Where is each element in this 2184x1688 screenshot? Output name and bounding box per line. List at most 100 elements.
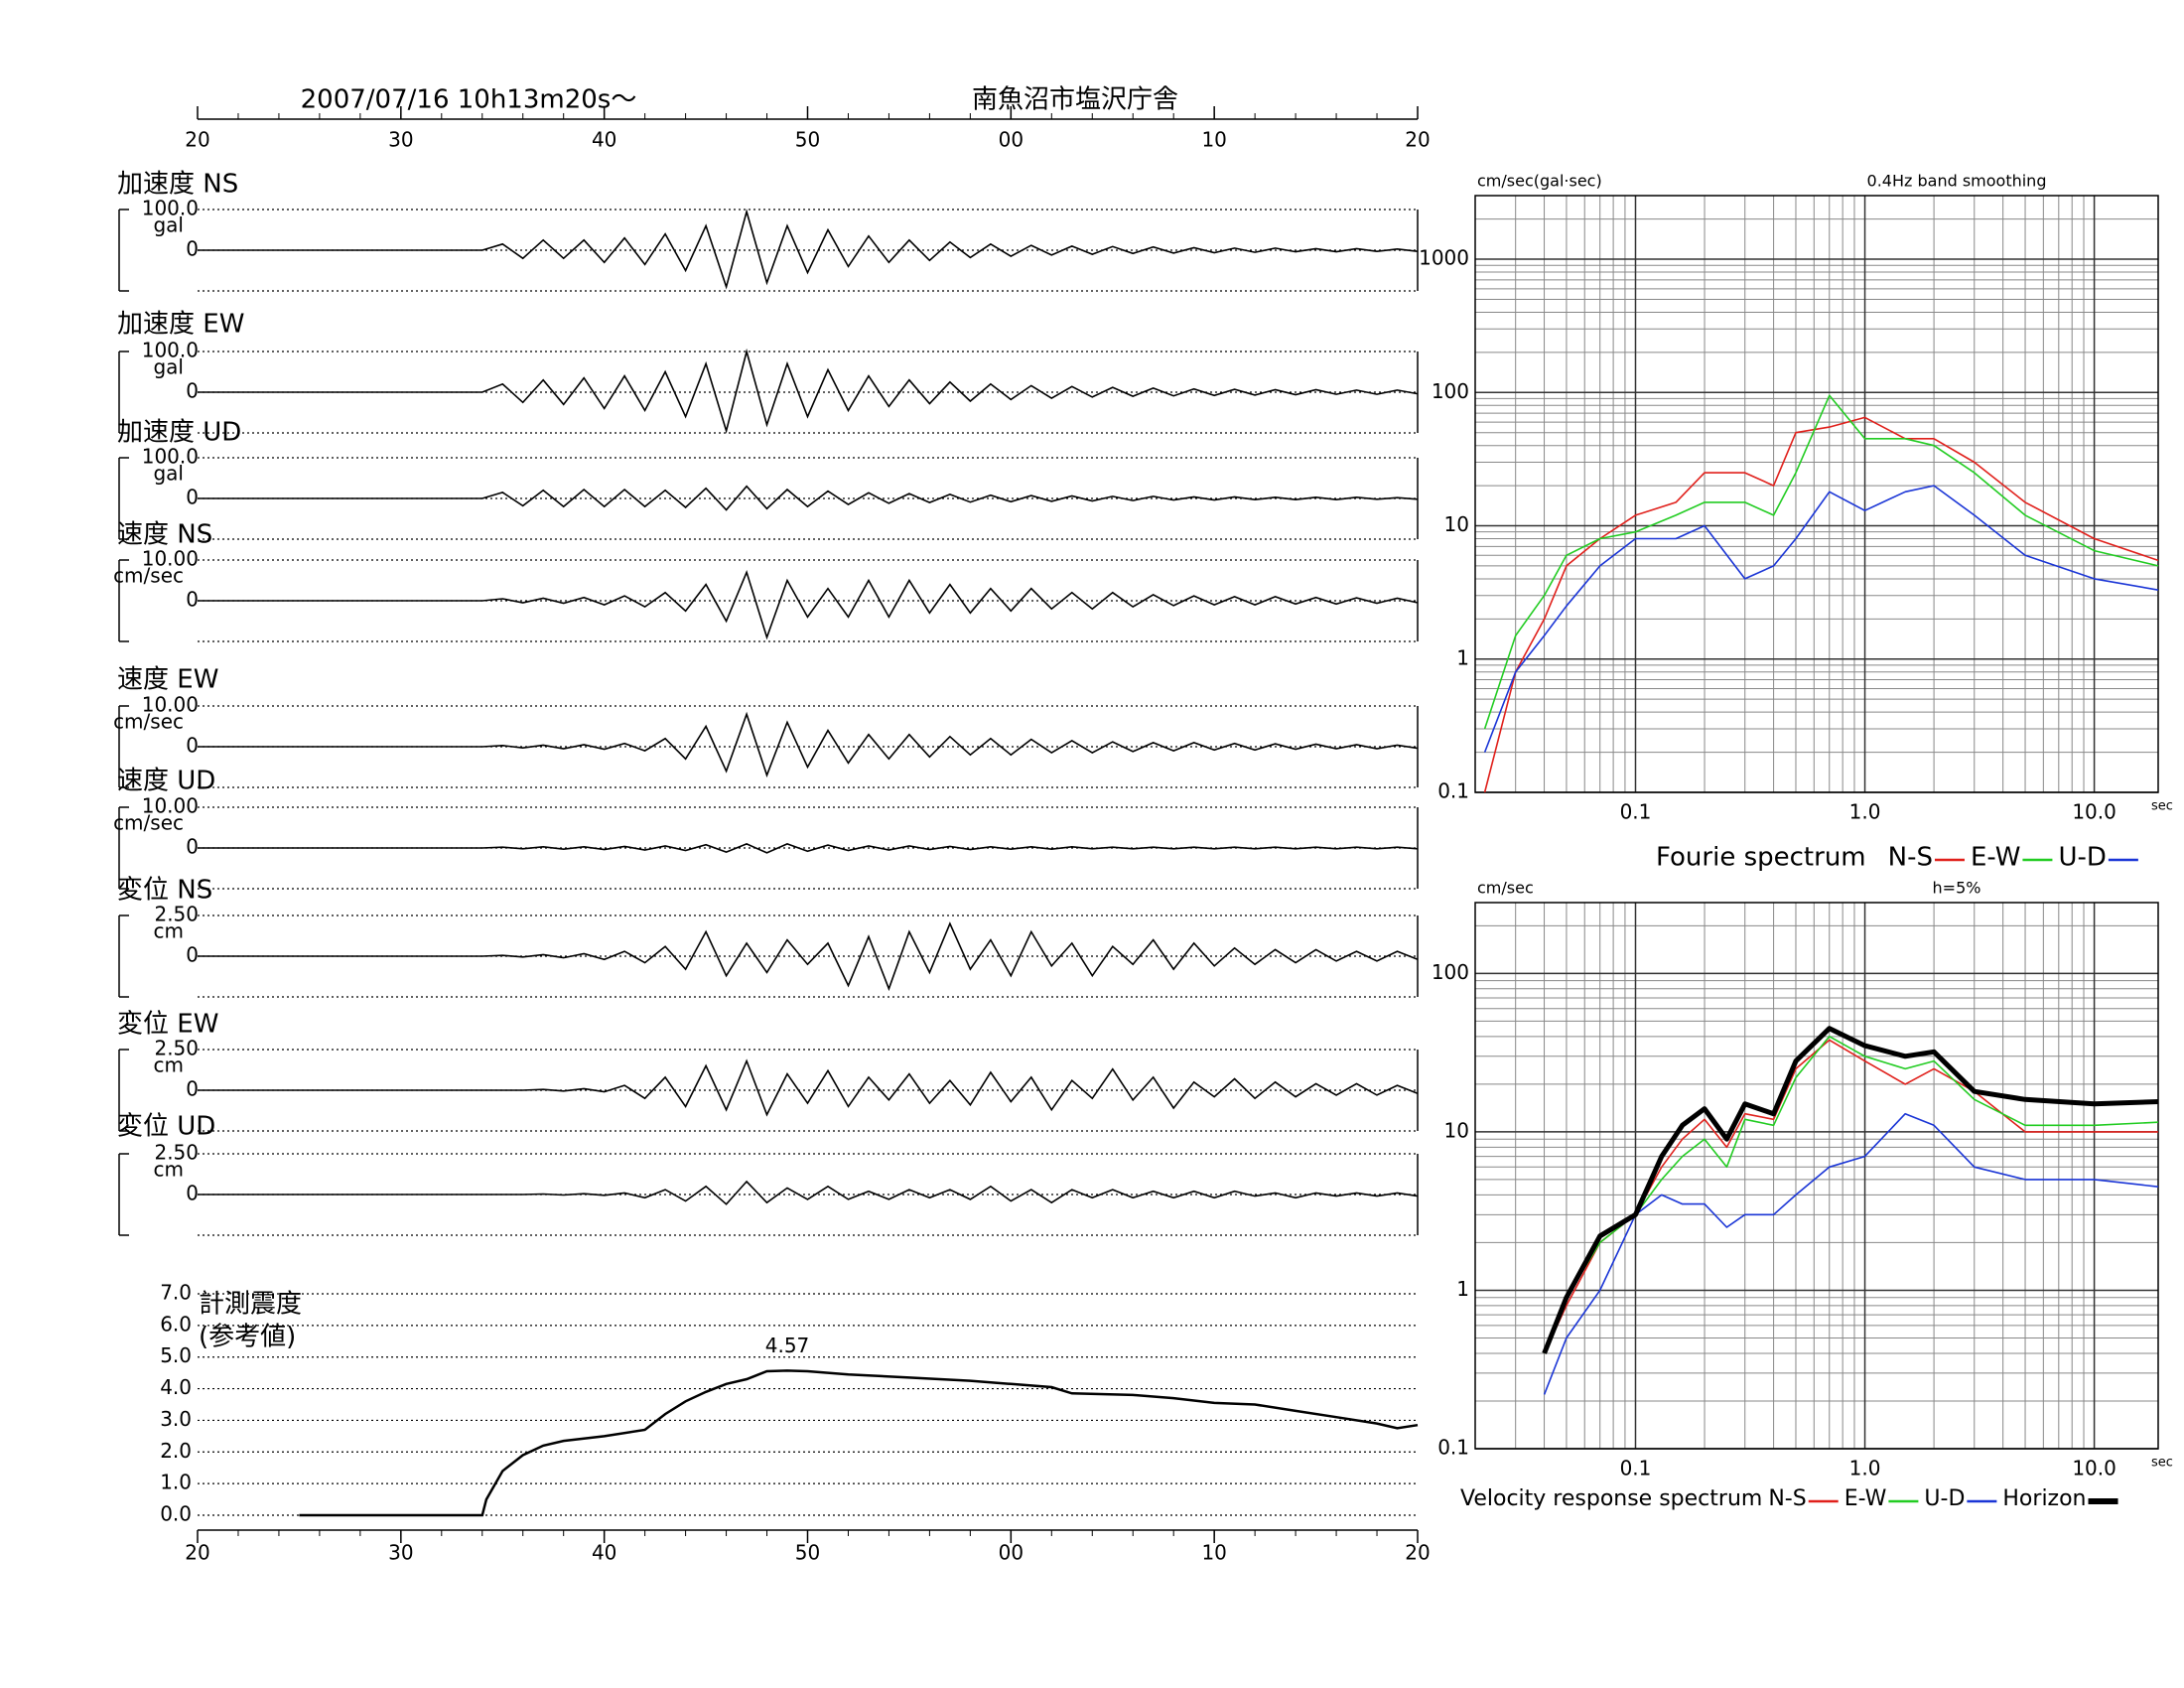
y-tick-label: 1.0 bbox=[160, 1471, 192, 1494]
y-axis-label: cm/sec(gal·sec) bbox=[1477, 172, 1602, 191]
x-tick-label: 10.0 bbox=[2072, 800, 2116, 824]
x-tick-label: 50 bbox=[795, 1541, 820, 1565]
x-tick-label: 20 bbox=[185, 128, 209, 152]
legend-entry: N-S bbox=[1768, 1486, 1806, 1511]
unit-label: gal bbox=[153, 462, 184, 486]
x-tick-label: 20 bbox=[1405, 128, 1430, 152]
y-tick-label: 2.50 bbox=[154, 903, 199, 926]
waveform bbox=[198, 485, 1419, 511]
y-tick-label: 10.00 bbox=[142, 794, 199, 818]
y-tick-label: 100 bbox=[1432, 379, 1469, 403]
y-axis-label: cm/sec bbox=[1477, 879, 1534, 898]
y-tick-label: 0 bbox=[186, 734, 199, 758]
x-tick-label: 0.1 bbox=[1620, 1457, 1652, 1480]
x-tick-label: 0.1 bbox=[1620, 800, 1652, 824]
panel-label: 速度 UD bbox=[117, 767, 215, 796]
y-tick-label: 0 bbox=[186, 379, 199, 403]
unit-label: cm/sec bbox=[113, 710, 184, 734]
unit-label: cm bbox=[154, 1054, 184, 1077]
y-tick-label: 0 bbox=[186, 486, 199, 509]
y-tick-label: 0 bbox=[186, 588, 199, 612]
x-axis-label: sec bbox=[2151, 799, 2173, 814]
y-tick-label: 0 bbox=[186, 1077, 199, 1101]
y-tick-label: 2.0 bbox=[160, 1439, 192, 1463]
y-tick-label: 100.0 bbox=[142, 445, 199, 469]
legend-entry: N-S bbox=[1888, 843, 1933, 873]
panel-label: 速度 EW bbox=[117, 665, 218, 695]
spectrum-line bbox=[1542, 1026, 2159, 1354]
x-tick-label: 30 bbox=[388, 1541, 413, 1565]
unit-label: cm bbox=[154, 919, 184, 943]
waveform bbox=[198, 1180, 1419, 1205]
panel-label: 加速度 NS bbox=[117, 170, 238, 200]
legend-entry: U-D bbox=[2058, 843, 2106, 873]
y-tick-label: 1000 bbox=[1419, 246, 1469, 270]
x-tick-label: 20 bbox=[185, 1541, 209, 1565]
legend-entry: U-D bbox=[1924, 1486, 1965, 1511]
legend-title: Velocity response spectrum bbox=[1460, 1486, 1762, 1511]
y-tick-label: 10.00 bbox=[142, 547, 199, 571]
unit-label: gal bbox=[153, 213, 184, 237]
y-tick-label: 2.50 bbox=[154, 1037, 199, 1060]
waveform bbox=[198, 843, 1419, 854]
unit-label: gal bbox=[153, 355, 184, 379]
y-tick-label: 100.0 bbox=[142, 339, 199, 362]
spectrum-line bbox=[1483, 485, 2159, 753]
y-tick-label: 100.0 bbox=[142, 197, 199, 220]
y-tick-label: 1 bbox=[1456, 645, 1469, 669]
x-tick-label: 40 bbox=[592, 1541, 616, 1565]
waveform bbox=[198, 209, 1419, 290]
plot-frame bbox=[1474, 902, 2159, 1450]
waveform bbox=[198, 921, 1419, 992]
station-name: 南魚沼市塩沢庁舎 bbox=[972, 85, 1178, 115]
panel-label: 変位 EW bbox=[117, 1010, 218, 1040]
y-tick-label: 10 bbox=[1444, 512, 1469, 536]
annotation: 0.4Hz band smoothing bbox=[1867, 172, 2047, 191]
x-tick-label: 10.0 bbox=[2072, 1457, 2116, 1480]
unit-label: cm/sec bbox=[113, 564, 184, 588]
y-tick-label: 0.1 bbox=[1437, 779, 1469, 803]
y-tick-label: 0 bbox=[186, 1182, 199, 1205]
chart-title: 2007/07/16 10h13m20s〜 bbox=[301, 85, 637, 115]
x-tick-label: 10 bbox=[1201, 1541, 1226, 1565]
intensity-subtitle: (参考値) bbox=[199, 1323, 296, 1352]
panel-label: 加速度 UD bbox=[117, 418, 241, 448]
x-tick-label: 00 bbox=[999, 128, 1024, 152]
x-tick-label: 10 bbox=[1201, 128, 1226, 152]
x-tick-label: 1.0 bbox=[1849, 1457, 1881, 1480]
y-tick-label: 3.0 bbox=[160, 1407, 192, 1431]
waveform bbox=[198, 348, 1419, 434]
x-tick-label: 1.0 bbox=[1849, 800, 1881, 824]
x-tick-label: 40 bbox=[592, 128, 616, 152]
y-tick-label: 7.0 bbox=[160, 1281, 192, 1305]
y-tick-label: 0 bbox=[186, 835, 199, 859]
plot-frame bbox=[1474, 195, 2159, 793]
y-tick-label: 6.0 bbox=[160, 1312, 192, 1336]
y-tick-label: 0 bbox=[186, 237, 199, 261]
y-tick-label: 0 bbox=[186, 943, 199, 967]
data-label: 4.57 bbox=[765, 1334, 810, 1357]
legend-entry: E-W bbox=[1971, 843, 2020, 873]
x-tick-label: 50 bbox=[795, 128, 820, 152]
panel-label: 変位 UD bbox=[117, 1112, 215, 1142]
unit-label: cm bbox=[154, 1158, 184, 1182]
y-tick-label: 10 bbox=[1444, 1118, 1469, 1142]
waveform bbox=[198, 569, 1419, 640]
intensity-title: 計測震度 bbox=[199, 1290, 302, 1320]
annotation: h=5% bbox=[1933, 879, 1981, 898]
y-tick-label: 10.00 bbox=[142, 693, 199, 717]
y-tick-label: 2.50 bbox=[154, 1141, 199, 1165]
spectrum-line bbox=[1483, 416, 2159, 793]
intensity-line bbox=[299, 1369, 1419, 1517]
x-tick-label: 30 bbox=[388, 128, 413, 152]
y-tick-label: 1 bbox=[1456, 1277, 1469, 1301]
legend-title: Fourie spectrum bbox=[1656, 843, 1866, 873]
x-axis-label: sec bbox=[2151, 1456, 2173, 1471]
y-tick-label: 4.0 bbox=[160, 1375, 192, 1399]
unit-label: cm/sec bbox=[113, 811, 184, 835]
waveform bbox=[198, 711, 1419, 778]
legend-entry: E-W bbox=[1844, 1486, 1887, 1511]
panel-label: 変位 NS bbox=[117, 876, 212, 906]
x-tick-label: 00 bbox=[999, 1541, 1024, 1565]
